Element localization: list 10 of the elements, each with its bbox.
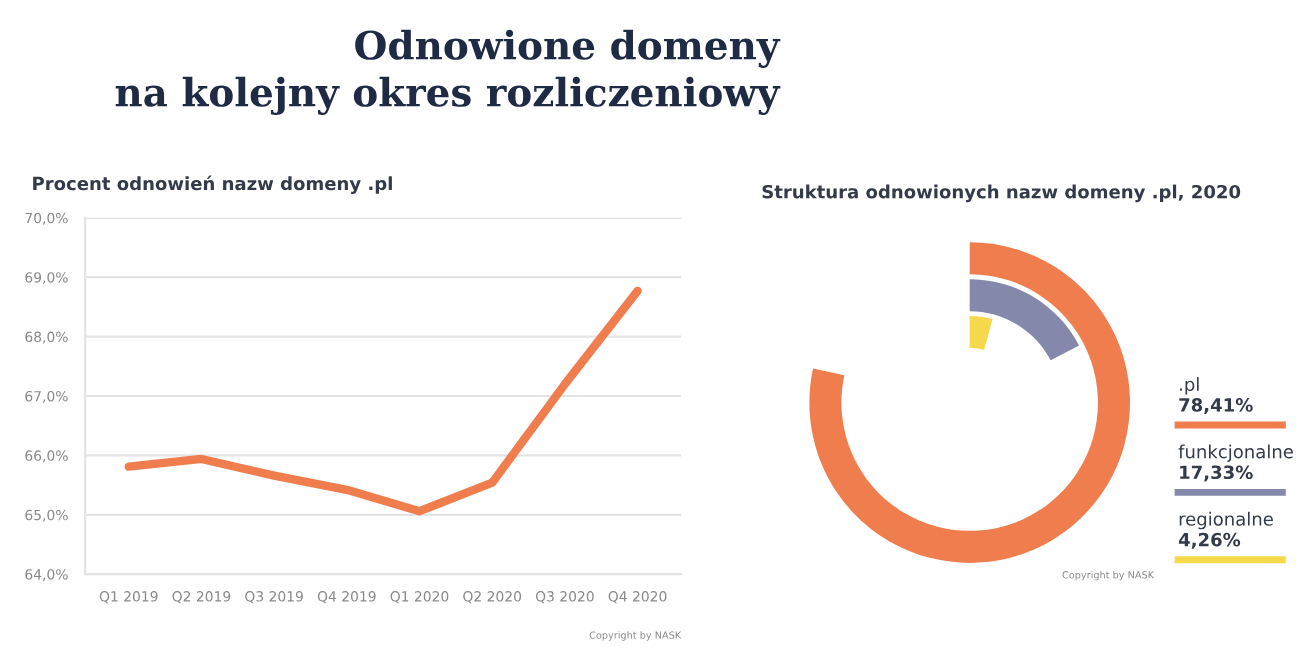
- text: Odnowione domeny na kolejny okres rozliczeniowy: [115, 29, 781, 115]
- data-label: 4,26%: [1178, 532, 1241, 549]
- line-series: [124, 286, 642, 516]
- text: Struktura odnowionych nazw domeny .pl, 2020: [762, 184, 1241, 203]
- category-label: regionalne: [1179, 511, 1273, 530]
- chart-title: Procent odnowień nazw domeny .pl: [33, 175, 392, 194]
- category-label: .pl: [1180, 377, 1199, 395]
- category-label: funkcjonalne: [1178, 444, 1293, 462]
- data-label: 17,33%: [1180, 465, 1253, 482]
- data-label: 78,41%: [1179, 398, 1253, 415]
